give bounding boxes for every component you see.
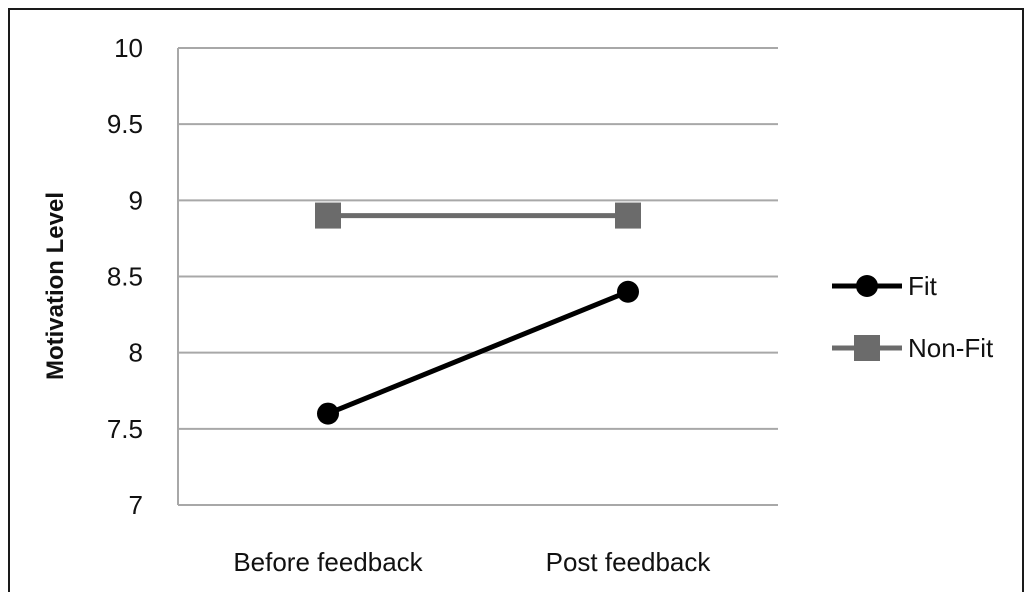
y-tick-label: 9 bbox=[129, 185, 143, 215]
series-line bbox=[327, 289, 629, 416]
legend-marker-square bbox=[854, 335, 880, 361]
data-series bbox=[315, 202, 641, 425]
x-axis-tick-labels: Before feedback Post feedback bbox=[233, 547, 711, 577]
y-axis-tick-labels: 7 7.5 8 8.5 9 9.5 10 bbox=[107, 33, 143, 520]
y-tick-label: 7 bbox=[129, 490, 143, 520]
y-tick-label: 7.5 bbox=[107, 414, 143, 444]
chart-frame bbox=[8, 8, 1024, 592]
legend-item: Non-Fit bbox=[832, 333, 994, 363]
legend-item: Fit bbox=[832, 271, 938, 301]
data-point-circle bbox=[317, 402, 339, 425]
data-point-square bbox=[315, 202, 341, 229]
x-tick-label: Post feedback bbox=[546, 547, 712, 577]
data-point-circle bbox=[617, 280, 639, 303]
gridlines bbox=[177, 47, 778, 506]
legend-marker-circle bbox=[856, 275, 878, 297]
legend-label: Fit bbox=[908, 271, 938, 301]
legend: Fit Non-Fit bbox=[832, 271, 994, 363]
y-tick-label: 8.5 bbox=[107, 262, 143, 292]
y-tick-label: 8 bbox=[129, 338, 143, 368]
legend-label: Non-Fit bbox=[908, 333, 994, 363]
y-tick-label: 9.5 bbox=[107, 109, 143, 139]
series-fit bbox=[317, 280, 639, 425]
series-non-fit bbox=[315, 202, 641, 229]
y-tick-label: 10 bbox=[114, 33, 143, 63]
x-tick-label: Before feedback bbox=[233, 547, 423, 577]
data-point-square bbox=[615, 202, 641, 229]
y-axis-title: Motivation Level bbox=[42, 192, 69, 380]
